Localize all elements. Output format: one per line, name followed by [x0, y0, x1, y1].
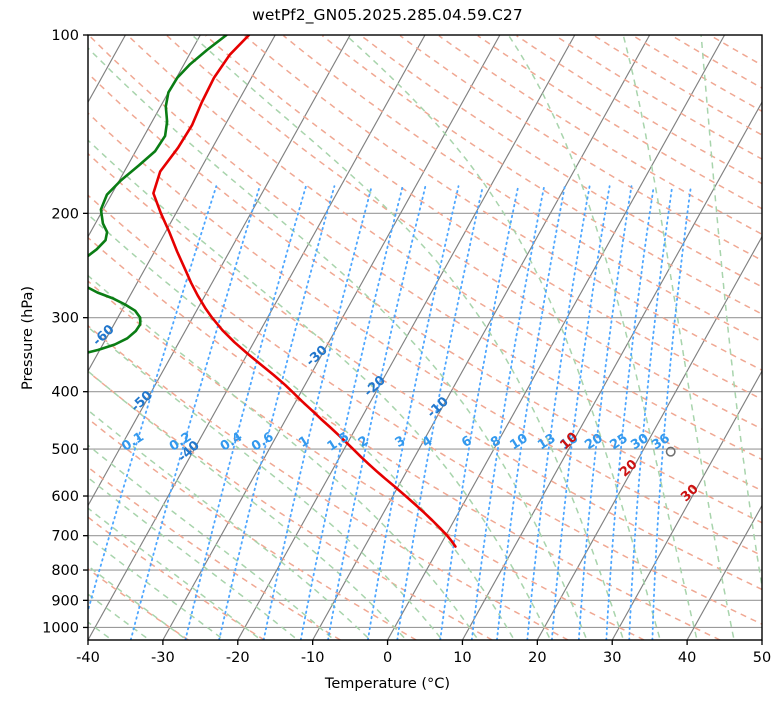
isotherm-line	[312, 35, 651, 640]
x-tick-label: -30	[151, 650, 175, 666]
mixing-ratio-line	[577, 185, 633, 640]
dry-adiabat-line	[88, 152, 762, 591]
x-tick-label: 50	[753, 650, 771, 666]
x-axis-label: Temperature (°C)	[324, 676, 451, 692]
isotherm-line	[237, 35, 576, 640]
y-tick-label: 300	[51, 311, 79, 327]
x-tick-label: -20	[226, 650, 250, 666]
x-tick-label: 0	[383, 650, 392, 666]
page-title: wetPf2_GN05.2025.285.04.59.C27	[252, 6, 523, 24]
dry-adiabat-line	[244, 35, 762, 372]
isotherm-line	[611, 369, 762, 640]
dry-adiabat-line	[205, 35, 762, 401]
mixing-ratio-line	[299, 185, 404, 640]
mixing-ratio-line	[551, 185, 611, 640]
isotherm-line	[88, 35, 426, 640]
isotherm-line	[162, 35, 501, 640]
moist-adiabat-line	[346, 35, 661, 638]
dry-adiabat-line	[166, 35, 762, 430]
moist-adiabat-line	[88, 536, 222, 639]
isotherm-line	[761, 638, 762, 640]
sounding-traces	[88, 35, 676, 548]
dry-adiabat-line	[88, 280, 645, 640]
mixing-ratio-line	[470, 185, 546, 640]
isotherm-line	[536, 235, 762, 640]
mixing-ratio-line	[651, 185, 692, 640]
mixing-ratio-line	[88, 185, 218, 614]
moist-adiabat-line	[88, 47, 587, 638]
moist-adiabat-line	[88, 507, 259, 639]
isotherm-line	[387, 35, 726, 640]
y-tick-label: 100	[51, 28, 79, 44]
x-tick-label: -10	[301, 650, 325, 666]
mixing-ratio-line	[184, 185, 307, 640]
dry-adiabat-line	[360, 35, 762, 288]
mixing-ratio-line	[218, 185, 336, 640]
isotherm-line	[686, 504, 762, 640]
dry-adiabat-line	[283, 35, 762, 343]
y-tick-label: 200	[51, 206, 79, 222]
y-tick-label: 500	[51, 442, 79, 458]
dry-adiabat-line	[438, 35, 762, 236]
mixing-ratio-line	[496, 185, 566, 640]
dry-adiabat-line	[88, 112, 762, 557]
temperature-trace	[152, 35, 457, 548]
moist-adiabat-line	[508, 35, 698, 638]
dry-adiabat-line	[88, 35, 762, 492]
y-tick-label: 1000	[42, 620, 79, 636]
mixing-ratio-line	[129, 185, 261, 640]
dewpoint-trace	[88, 35, 228, 354]
isotherm-line	[88, 35, 201, 238]
parcel-marker	[665, 446, 676, 457]
mixing-ratio-line	[439, 185, 520, 640]
dry-adiabat-line	[88, 417, 417, 640]
x-tick-label: 10	[453, 650, 471, 666]
mixing-ratio-line	[262, 185, 373, 640]
mixing-ratio-line	[628, 185, 674, 640]
isotherm-line	[461, 101, 762, 640]
moist-adiabat-line	[88, 325, 441, 639]
y-axis-label: Pressure (hPa)	[20, 286, 36, 391]
y-tick-label: 700	[51, 529, 79, 545]
moist-adiabat-line	[88, 370, 405, 639]
grid-lines	[88, 35, 762, 640]
x-tick-label: -40	[76, 650, 100, 666]
moist-adiabat-line	[88, 409, 369, 639]
mixing-ratio-line	[327, 185, 427, 640]
moist-adiabat-line	[700, 35, 762, 591]
y-tick-label: 800	[51, 563, 79, 579]
dry-adiabat-line	[477, 35, 762, 210]
dry-adiabat-line	[88, 370, 493, 640]
mixing-ratio-line	[605, 185, 655, 640]
y-tick-label: 900	[51, 593, 79, 609]
dry-adiabat-line	[593, 35, 762, 136]
x-tick-label: 30	[603, 650, 621, 666]
isotherm-line	[88, 35, 276, 373]
dry-adiabat-line	[321, 35, 762, 315]
dry-adiabat-line	[671, 35, 762, 89]
dry-adiabat-line	[88, 516, 265, 640]
plot-frame	[87, 34, 763, 641]
mixing-ratio-line	[367, 185, 460, 640]
y-tick-label: 600	[51, 489, 79, 505]
moist-adiabat-line	[88, 139, 550, 638]
x-tick-label: 40	[678, 650, 696, 666]
mixing-ratio-line	[396, 185, 484, 640]
mixing-ratio-line	[526, 185, 591, 640]
y-tick-label: 400	[51, 385, 79, 401]
moist-adiabat-line	[622, 35, 735, 638]
dry-adiabat-line	[555, 35, 762, 160]
isotherm-line	[88, 35, 351, 507]
x-tick-label: 20	[528, 650, 546, 666]
dry-adiabat-line	[127, 35, 762, 461]
